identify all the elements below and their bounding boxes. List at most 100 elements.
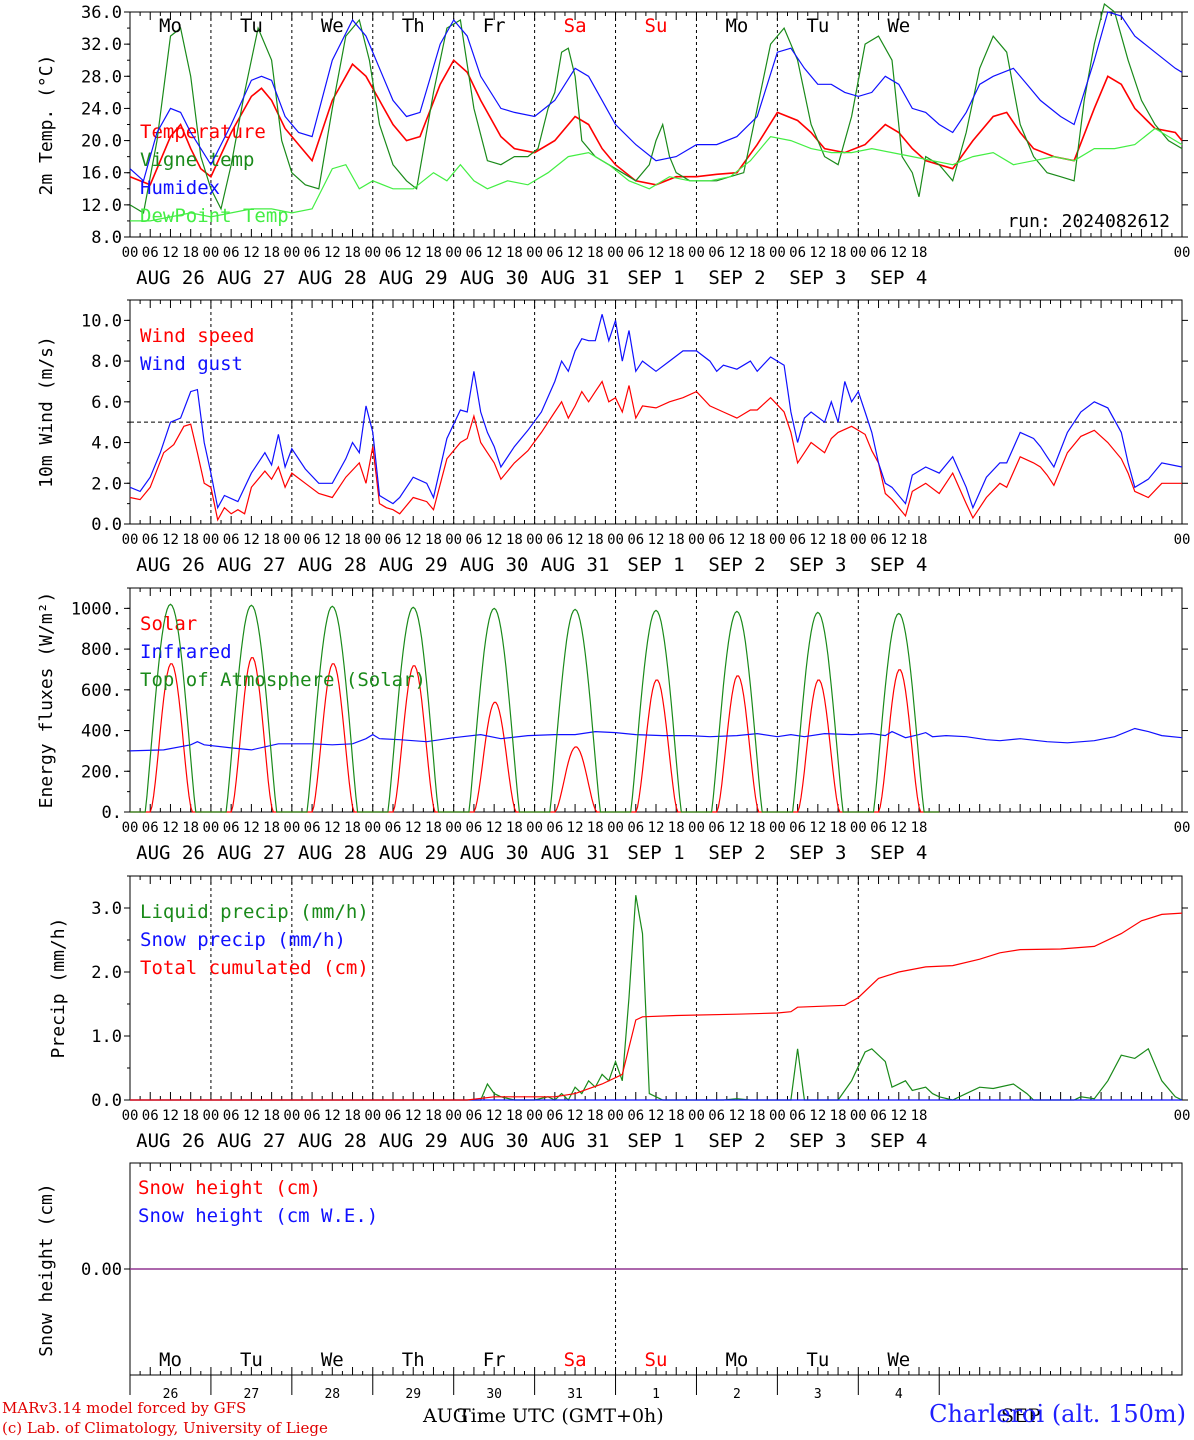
y-axis-label: 10m Wind (m/s) <box>36 336 57 488</box>
x-date-label: SEP 1 <box>627 267 684 289</box>
weekday-label-top: We <box>321 15 344 37</box>
x-hour-label: 06 <box>465 1108 482 1124</box>
x-hour-label: 12 <box>728 245 745 261</box>
x-hour-label: 00 <box>607 245 624 261</box>
x-hour-label: 18 <box>506 1108 523 1124</box>
x-date-label: AUG 31 <box>541 1130 610 1152</box>
x-hour-label: 18 <box>344 245 361 261</box>
x-hour-label: 06 <box>304 245 321 261</box>
x-hour-label: 12 <box>648 532 665 548</box>
y-axis-label: Energy fluxes (W/m²) <box>36 592 57 809</box>
series-line-vigne-temp <box>129 2 1183 214</box>
y-tick-label: 8.0 <box>91 228 122 248</box>
x-hour-label: 06 <box>385 245 402 261</box>
x-hour-label: 00 <box>122 532 139 548</box>
weekday-label-top: Th <box>402 15 425 37</box>
x-hour-label: 00 <box>202 532 219 548</box>
x-hour-label: 18 <box>182 245 199 261</box>
x-hour-label: 00 <box>122 245 139 261</box>
weekday-label-top: Mo <box>725 15 748 37</box>
y-tick-label: 28.0 <box>81 67 122 87</box>
x-hour-label: 18 <box>344 1108 361 1124</box>
y-tick-label: 0.00 <box>81 1260 122 1280</box>
x-hour-label: 00 <box>526 820 543 836</box>
y-tick-label: 0. <box>102 803 122 823</box>
x-hour-label: 00 <box>850 1108 867 1124</box>
legend-vigne-temp: Vigne temp <box>140 149 254 171</box>
x-date-label: AUG 27 <box>217 1130 286 1152</box>
x-hour-label: 06 <box>627 245 644 261</box>
x-hour-label: 12 <box>405 820 422 836</box>
x-hour-label: 00 <box>445 1108 462 1124</box>
x-hour-label: 06 <box>142 532 159 548</box>
x-hour-label: 18 <box>749 1108 766 1124</box>
x-hour-label: 06 <box>870 820 887 836</box>
series-line-temperature <box>129 58 1183 186</box>
y-tick-label: 2.0 <box>91 474 122 494</box>
weekday-label-top: Su <box>645 15 668 37</box>
x-hour-label: 18 <box>830 820 847 836</box>
x-hour-label: 12 <box>890 1108 907 1124</box>
x-hour-label: 12 <box>324 1108 341 1124</box>
x-hour-label: 06 <box>223 532 240 548</box>
x-hour-label: 18 <box>668 1108 685 1124</box>
x-hour-label: 18 <box>911 245 928 261</box>
x-hour-label: 06 <box>627 1108 644 1124</box>
x-hour-label: 18 <box>263 245 280 261</box>
weekday-label-bottom: Tu <box>806 1349 829 1371</box>
x-hour-label: 12 <box>567 820 584 836</box>
x-hour-label: 06 <box>546 820 563 836</box>
x-hour-label: 06 <box>223 1108 240 1124</box>
x-hour-label: 06 <box>385 820 402 836</box>
x-hour-label: 18 <box>425 532 442 548</box>
x-hour-label: 06 <box>870 1108 887 1124</box>
x-hour-label: 00 <box>607 1108 624 1124</box>
x-date-label: SEP 3 <box>789 554 846 576</box>
day-number-label: 26 <box>163 1387 179 1402</box>
series-line-infrared <box>129 727 1183 752</box>
x-hour-label: 18 <box>425 245 442 261</box>
x-date-label: AUG 29 <box>379 842 448 864</box>
x-hour-label: 06 <box>546 245 563 261</box>
x-date-label: SEP 1 <box>627 842 684 864</box>
x-date-label: SEP 4 <box>870 267 927 289</box>
x-hour-label: 12 <box>728 532 745 548</box>
y-tick-label: 8.0 <box>91 352 122 372</box>
x-hour-label: 06 <box>304 820 321 836</box>
legend-total-cumulated-cm-: Total cumulated (cm) <box>140 957 369 979</box>
legend-infrared: Infrared <box>140 641 232 663</box>
day-number-label: 29 <box>405 1387 421 1402</box>
weekday-label-top: Mo <box>159 15 182 37</box>
x-hour-label: 12 <box>809 532 826 548</box>
y-tick-label: 24.0 <box>81 99 122 119</box>
x-date-label: SEP 3 <box>789 842 846 864</box>
x-hour-label: 12 <box>486 532 503 548</box>
x-hour-label: 00 <box>364 820 381 836</box>
weekday-label-bottom: Fr <box>483 1349 506 1371</box>
x-hour-label: 12 <box>648 1108 665 1124</box>
x-date-label: AUG 26 <box>136 842 205 864</box>
x-date-label: AUG 29 <box>379 267 448 289</box>
y-tick-label: 6.0 <box>91 393 122 413</box>
x-hour-label: 00 <box>202 820 219 836</box>
legend-dewpoint-temp: DewPoint Temp <box>140 205 289 227</box>
legend-solar: Solar <box>140 613 197 635</box>
x-date-label: AUG 31 <box>541 554 610 576</box>
x-hour-label: 06 <box>789 820 806 836</box>
x-date-label: SEP 2 <box>708 554 765 576</box>
x-date-label: AUG 26 <box>136 554 205 576</box>
y-tick-label: 600. <box>81 681 122 701</box>
x-hour-label: 06 <box>870 532 887 548</box>
x-hour-label: 00 <box>1174 1108 1191 1124</box>
x-date-label: AUG 31 <box>541 842 610 864</box>
x-hour-label: 12 <box>162 245 179 261</box>
x-hour-label: 00 <box>688 820 705 836</box>
y-tick-label: 2.0 <box>91 963 122 983</box>
x-hour-label: 00 <box>688 1108 705 1124</box>
legend-snow-height-cm-: Snow height (cm) <box>138 1177 321 1199</box>
x-hour-label: 00 <box>607 532 624 548</box>
x-hour-label: 06 <box>304 1108 321 1124</box>
x-hour-label: 18 <box>668 532 685 548</box>
day-number-label: 3 <box>814 1387 822 1402</box>
x-hour-label: 18 <box>668 820 685 836</box>
